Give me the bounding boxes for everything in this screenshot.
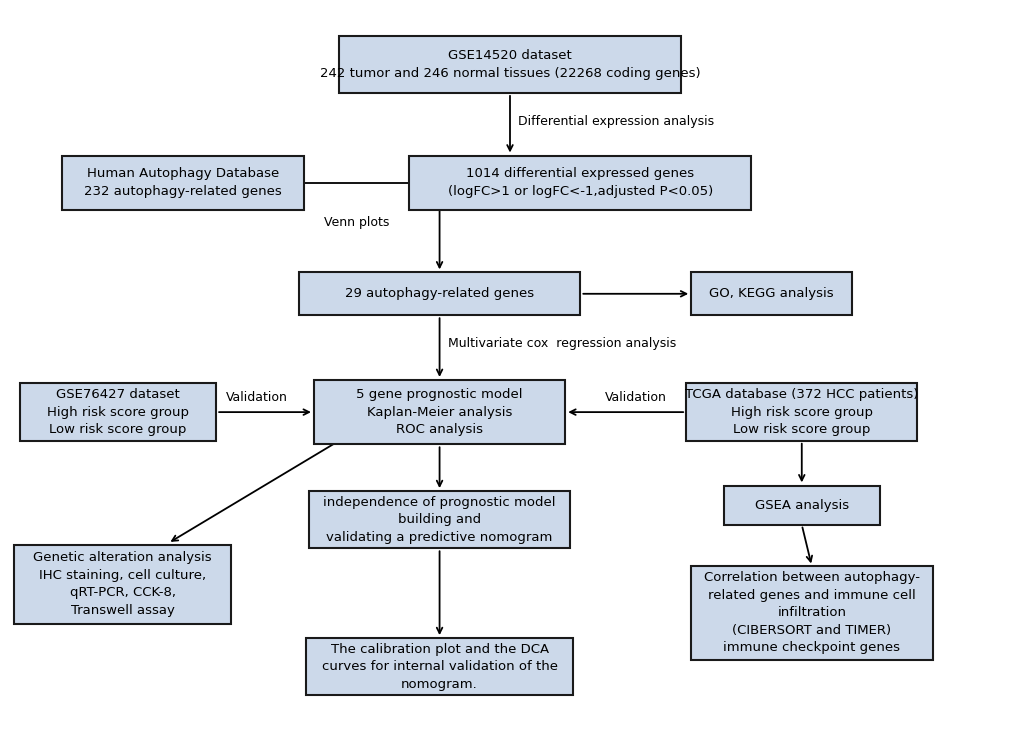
Text: TCGA database (372 HCC patients)
High risk score group
Low risk score group: TCGA database (372 HCC patients) High ri… <box>685 388 917 436</box>
Text: Venn plots: Venn plots <box>324 216 389 229</box>
Text: independence of prognostic model
building and
validating a predictive nomogram: independence of prognostic model buildin… <box>323 496 555 544</box>
Text: GSE14520 dataset
242 tumor and 246 normal tissues (22268 coding genes): GSE14520 dataset 242 tumor and 246 norma… <box>319 49 700 80</box>
Text: Human Autophagy Database
232 autophagy-related genes: Human Autophagy Database 232 autophagy-r… <box>84 167 281 198</box>
FancyBboxPatch shape <box>686 384 916 441</box>
Text: Differential expression analysis: Differential expression analysis <box>518 115 713 128</box>
FancyBboxPatch shape <box>309 491 570 548</box>
Text: 29 autophagy-related genes: 29 autophagy-related genes <box>344 287 534 300</box>
FancyBboxPatch shape <box>19 384 215 441</box>
FancyBboxPatch shape <box>691 567 931 659</box>
FancyBboxPatch shape <box>306 638 573 695</box>
FancyBboxPatch shape <box>62 156 304 210</box>
FancyBboxPatch shape <box>314 380 565 444</box>
FancyBboxPatch shape <box>338 36 681 93</box>
Text: 1014 differential expressed genes
(logFC>1 or logFC<-1,adjusted P<0.05): 1014 differential expressed genes (logFC… <box>447 167 712 198</box>
Text: Correlation between autophagy-
related genes and immune cell
infiltration
(CIBER: Correlation between autophagy- related g… <box>703 572 919 654</box>
Text: 5 gene prognostic model
Kaplan-Meier analysis
ROC analysis: 5 gene prognostic model Kaplan-Meier ana… <box>356 388 523 436</box>
Text: The calibration plot and the DCA
curves for internal validation of the
nomogram.: The calibration plot and the DCA curves … <box>321 643 557 691</box>
FancyBboxPatch shape <box>691 272 851 315</box>
FancyBboxPatch shape <box>299 272 580 315</box>
Text: Validation: Validation <box>604 391 665 404</box>
Text: Validation: Validation <box>226 391 288 404</box>
Text: Genetic alteration analysis
IHC staining, cell culture,
qRT-PCR, CCK-8,
Transwel: Genetic alteration analysis IHC staining… <box>34 551 212 617</box>
Text: GSEA analysis: GSEA analysis <box>754 499 848 512</box>
Text: GSE76427 dataset
High risk score group
Low risk score group: GSE76427 dataset High risk score group L… <box>47 388 189 436</box>
FancyBboxPatch shape <box>723 485 878 525</box>
Text: Multivariate cox  regression analysis: Multivariate cox regression analysis <box>447 338 676 350</box>
Text: GO, KEGG analysis: GO, KEGG analysis <box>708 287 834 300</box>
FancyBboxPatch shape <box>409 156 751 210</box>
FancyBboxPatch shape <box>14 545 230 624</box>
